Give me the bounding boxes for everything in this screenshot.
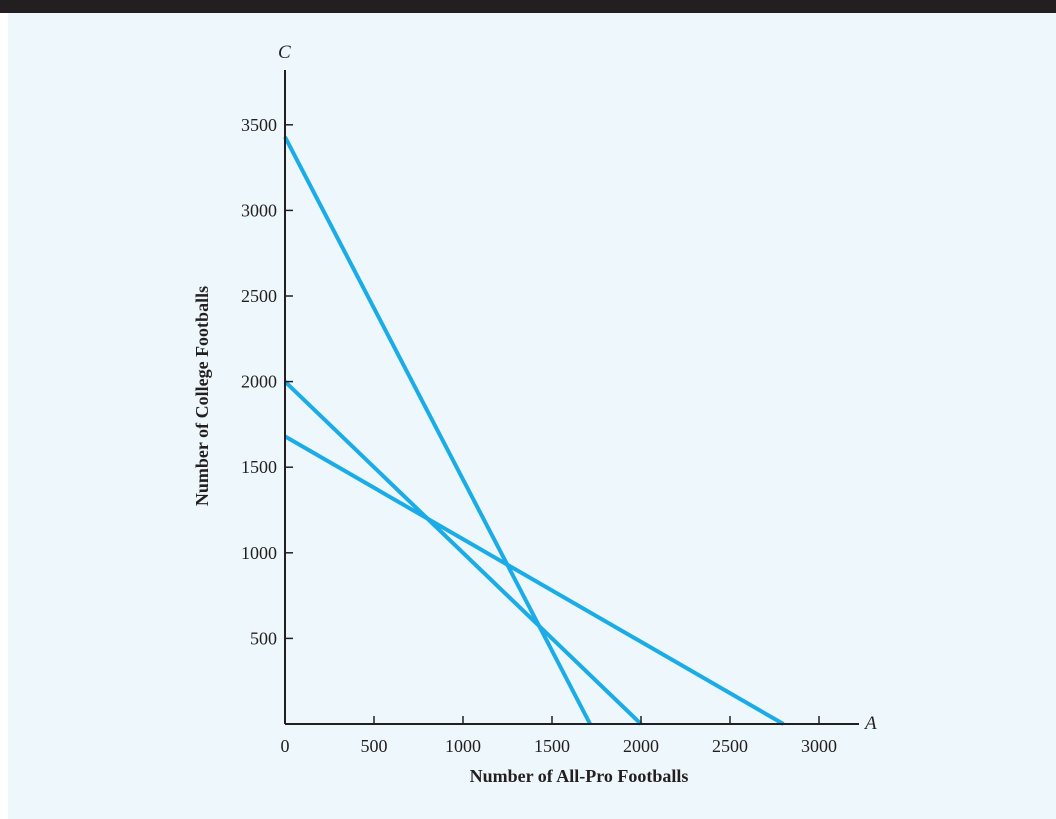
y-tick-label: 1000 bbox=[241, 543, 277, 563]
x-tick-label: 2500 bbox=[712, 736, 748, 756]
x-tick-label: 1000 bbox=[445, 736, 481, 756]
y-tick-label: 2000 bbox=[241, 372, 277, 392]
x-tick-label: 1500 bbox=[534, 736, 570, 756]
axes-layer bbox=[284, 70, 859, 725]
y-axis-variable: C bbox=[278, 42, 291, 63]
x-axis-title: Number of All-Pro Footballs bbox=[470, 766, 689, 786]
x-axis-variable: A bbox=[863, 713, 877, 734]
y-tick-label: 3500 bbox=[241, 115, 277, 135]
x-tick-label: 500 bbox=[361, 736, 388, 756]
series-line-3 bbox=[284, 434, 785, 726]
y-tick-label: 500 bbox=[250, 628, 277, 648]
x-tick-label: 0 bbox=[281, 736, 290, 756]
series-layer bbox=[283, 136, 785, 726]
y-axis-title: Number of College Footballs bbox=[192, 286, 212, 506]
series-line-2 bbox=[283, 380, 643, 726]
y-tick-label: 2500 bbox=[241, 286, 277, 306]
x-tick-label: 2000 bbox=[623, 736, 659, 756]
y-tick-label: 1500 bbox=[241, 457, 277, 477]
x-tick-label: 3000 bbox=[801, 736, 837, 756]
y-tick-label: 3000 bbox=[241, 200, 277, 220]
chart-background bbox=[8, 13, 1056, 819]
chart-panel: 0 500 1000 1500 2000 2500 3000 500 1000 1500 2000 2… bbox=[8, 13, 1056, 819]
top-rule bbox=[0, 0, 1056, 13]
line-chart: 0 500 1000 1500 2000 2500 3000 500 1000 1500 2000 2… bbox=[8, 13, 1056, 819]
ticks-layer: 0 500 1000 1500 2000 2500 3000 500 1000 1500 2000 2… bbox=[241, 115, 837, 756]
